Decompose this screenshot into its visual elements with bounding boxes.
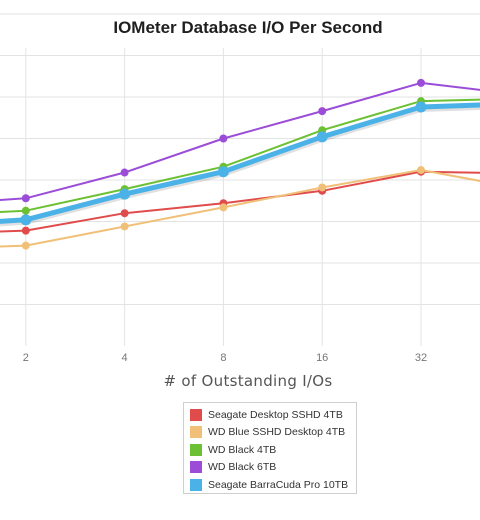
legend-item[interactable]: WD Black 6TB — [190, 459, 356, 477]
data-point[interactable] — [120, 168, 129, 177]
series-line[interactable] — [0, 170, 480, 234]
data-point[interactable] — [316, 131, 328, 143]
legend-swatch — [190, 408, 202, 421]
legend-label: WD Black 6TB — [208, 461, 277, 474]
grid-lines — [0, 13, 480, 346]
data-point[interactable] — [417, 166, 425, 175]
series-line[interactable] — [0, 102, 480, 226]
data-point[interactable] — [417, 78, 425, 87]
data-point[interactable] — [217, 166, 229, 178]
legend-label: Seagate BarraCuda Pro 10TB — [208, 478, 349, 491]
data-point[interactable] — [21, 226, 30, 235]
legend-swatch — [190, 461, 202, 474]
x-axis-label: # of Outstanding I/Os — [163, 372, 333, 390]
data-point[interactable] — [21, 241, 30, 250]
series-line[interactable] — [0, 98, 480, 216]
legend-label: WD Black 4TB — [208, 443, 277, 456]
legend-item[interactable]: WD Blue SSHD Desktop 4TB — [190, 424, 356, 442]
data-point[interactable] — [21, 206, 30, 215]
x-tick-labels: 2 4 8 16 32 — [23, 352, 427, 364]
data-point[interactable] — [415, 101, 427, 113]
data-point[interactable] — [219, 203, 228, 212]
x-tick-label: 2 — [23, 352, 29, 364]
series-lines — [0, 78, 480, 250]
data-point[interactable] — [119, 188, 131, 200]
data-point[interactable] — [20, 214, 32, 226]
legend-item[interactable]: Seagate BarraCuda Pro 10TB — [190, 476, 356, 494]
legend-swatch — [190, 443, 202, 456]
x-tick-label: 32 — [415, 352, 427, 364]
line-chart: 2 4 8 16 32 — [0, 13, 480, 364]
x-tick-label: 16 — [316, 352, 328, 364]
legend-label: Seagate Desktop SSHD 4TB — [208, 408, 343, 421]
data-point[interactable] — [120, 222, 129, 231]
series-line[interactable] — [0, 81, 480, 205]
data-point[interactable] — [21, 194, 30, 203]
x-tick-label: 8 — [220, 352, 226, 364]
legend-swatch — [190, 478, 202, 491]
legend-label: WD Blue SSHD Desktop 4TB — [208, 426, 346, 439]
legend-swatch — [190, 426, 202, 439]
data-point[interactable] — [219, 134, 228, 143]
legend-item[interactable]: WD Black 4TB — [190, 441, 356, 459]
x-tick-label: 4 — [122, 352, 128, 364]
chart-title: IOMeter Database I/O Per Second — [113, 18, 383, 37]
data-point[interactable] — [318, 183, 327, 192]
legend-item[interactable]: Seagate Desktop SSHD 4TB — [190, 406, 356, 424]
data-point[interactable] — [120, 209, 129, 218]
legend: Seagate Desktop SSHD 4TB WD Blue SSHD De… — [183, 402, 357, 494]
data-point[interactable] — [318, 107, 327, 116]
